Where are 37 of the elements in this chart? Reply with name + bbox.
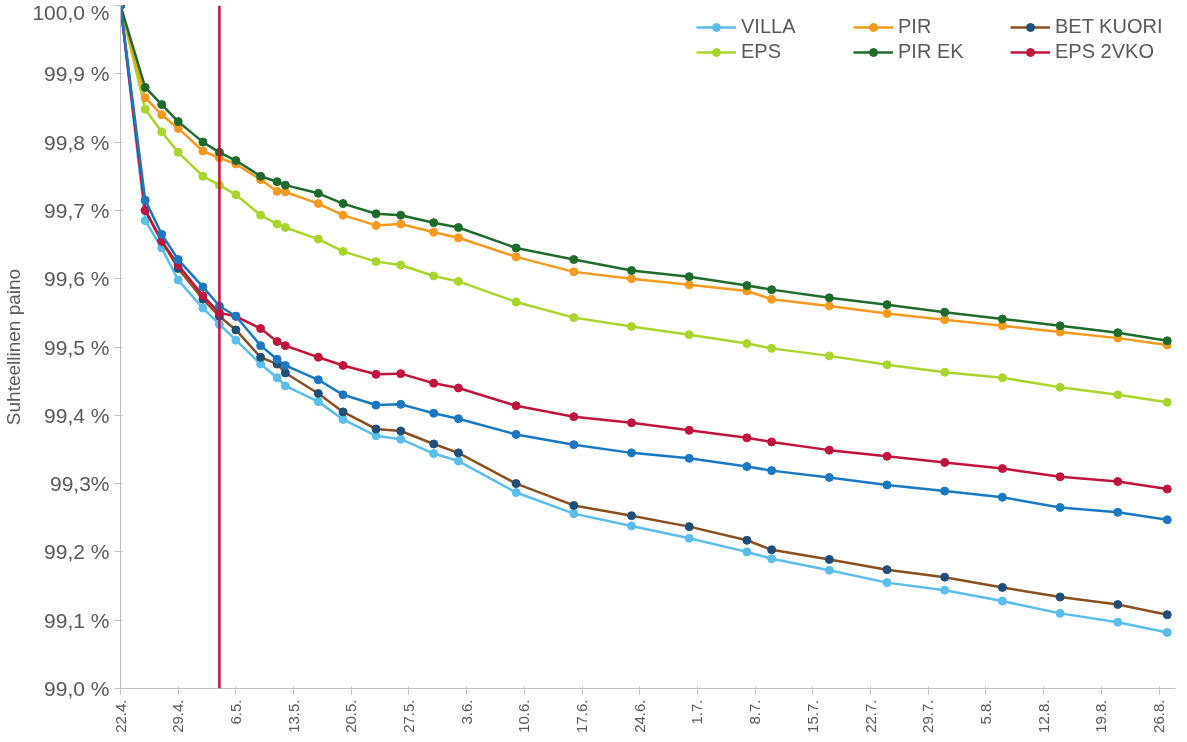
legend-label: PIR [898, 15, 933, 38]
x-tick-label: 22.4. [111, 699, 129, 733]
x-tick-label: 10.6. [515, 699, 533, 733]
x-tick-label: 12.8. [1034, 699, 1052, 733]
x-tick-label: 15.7. [803, 699, 821, 733]
x-tick-label: 3.6. [457, 699, 475, 725]
x-tick-label: 24.6. [630, 699, 648, 733]
y-tick-label: 99,0 % [44, 677, 110, 700]
y-tick-label: 99,3% [49, 472, 110, 496]
legend-label: BET KUORI [1055, 15, 1164, 38]
x-tick-label: 19.8. [1092, 699, 1110, 733]
x-tick-label: 8.7. [746, 699, 764, 725]
x-tick-label: 22.7. [861, 699, 879, 733]
x-tick-label: 29.4. [169, 699, 187, 733]
y-tick-label: 99,9 % [44, 62, 110, 86]
x-tick-label: 17.6. [573, 699, 591, 733]
y-tick-label: 100,0 % [32, 0, 110, 24]
x-tick-label: 1.7. [688, 699, 706, 725]
y-tick-label: 99,1 % [44, 608, 110, 632]
x-tick-label: 20.5. [342, 699, 360, 733]
y-axis-title: Suhteellinen paino [3, 268, 25, 426]
x-tick-label: 27.5. [399, 699, 417, 733]
x-tick-label: 6.5. [226, 699, 244, 725]
legend-label: EPS [741, 40, 783, 63]
y-tick-label: 99,4 % [44, 403, 110, 427]
y-tick-label: 99,8 % [44, 130, 110, 154]
x-tick-label: 26.8. [1150, 699, 1168, 733]
legend-label: PIR EK [898, 40, 965, 63]
y-tick-label: 99,5 % [44, 335, 110, 359]
legend-label: EPS 2VKO [1055, 40, 1155, 63]
x-tick-label: 29.7. [919, 699, 937, 733]
y-tick-label: 99,6 % [44, 267, 110, 291]
y-tick-label: 99,7 % [44, 198, 110, 222]
x-tick-label: 13.5. [284, 699, 302, 733]
y-tick-label: 99,2 % [44, 540, 110, 564]
x-tick-label: 5.8. [976, 699, 994, 725]
legend-label: VILLA [741, 15, 797, 38]
